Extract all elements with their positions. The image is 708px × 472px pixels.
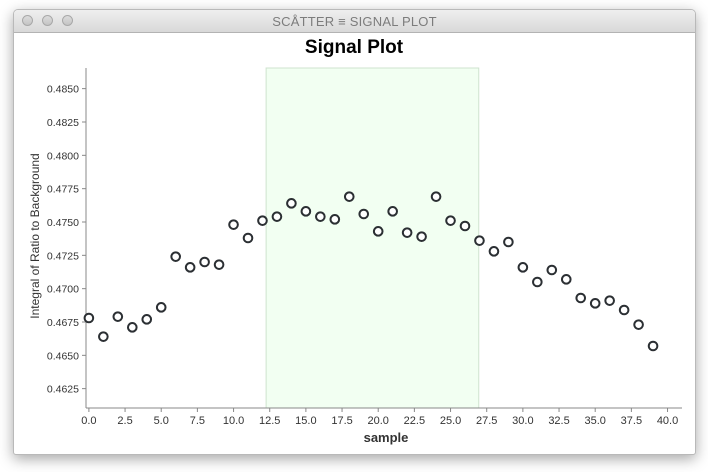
x-tick-label: 7.5 [190,415,205,427]
y-tick-label: 0.4825 [47,117,79,129]
data-point [575,292,587,304]
x-tick-label: 30.0 [512,415,533,427]
data-point [112,311,124,322]
data-point [358,208,370,220]
data-point [315,211,326,222]
y-tick-label: 0.4775 [47,184,79,196]
y-tick-label: 0.4725 [47,250,79,262]
x-axis-ticks: 0.0 2.5 5.0 7.5 10.0 12.5 15.0 17.5 20.0 22.5 25.0… [81,408,678,427]
data-point [329,214,341,225]
highlight-region [265,67,480,409]
data-point [503,236,514,248]
data-point [300,206,312,217]
x-tick-label: 5.0 [154,415,169,427]
data-point [184,262,196,273]
data-point [271,211,283,222]
y-tick-label: 0.4700 [47,284,79,296]
y-tick-label: 0.4850 [47,84,79,96]
data-point [155,302,167,313]
minimize-window-button[interactable] [42,15,53,26]
data-point [387,206,398,217]
data-point [459,220,471,232]
app-window: SCÅTTER ≡ SIGNAL PLOT Signal Plot 0.0 2.5… [13,9,696,455]
data-point [170,251,181,262]
data-point [401,227,413,238]
data-point [589,298,601,309]
data-point [372,226,384,237]
data-point [83,312,95,324]
data-point [242,232,254,244]
data-point [517,262,529,273]
y-axis-label: Integral of Ratio to Background [28,153,42,318]
data-point [430,191,442,202]
data-points [83,191,659,352]
x-tick-label: 35.0 [584,415,605,427]
window-titlebar[interactable]: SCÅTTER ≡ SIGNAL PLOT [14,10,695,33]
y-tick-label: 0.4650 [47,350,79,362]
x-tick-label: 15.0 [295,415,316,427]
data-point [228,219,239,230]
x-tick-label: 22.5 [404,415,425,427]
y-tick-label: 0.4625 [47,384,79,396]
data-point [546,264,558,276]
data-point [98,331,109,342]
x-tick-label: 12.5 [259,415,280,427]
data-point [633,319,644,330]
data-point [532,276,543,288]
x-tick-label: 20.0 [368,415,389,427]
x-tick-label: 2.5 [117,415,132,427]
data-point [199,256,210,268]
x-tick-label: 37.5 [621,415,642,427]
data-point [416,231,427,242]
y-axis-ticks: 0.4625 0.4650 0.4675 0.4700 0.4725 0.4750 0.47… [47,84,86,396]
data-point [141,314,153,325]
data-point [257,215,268,226]
window-title: SCÅTTER ≡ SIGNAL PLOT [272,14,437,29]
zoom-window-button[interactable] [62,15,73,26]
data-point [647,340,659,352]
x-tick-label: 40.0 [657,415,678,427]
y-tick-label: 0.4750 [47,217,79,229]
y-tick-label: 0.4675 [47,317,79,329]
data-point [604,295,615,306]
data-point [560,274,572,285]
chart-title: Signal Plot [305,37,404,58]
data-point [488,246,500,257]
data-point [126,322,138,333]
data-point [474,235,485,246]
data-point [618,304,630,316]
data-point [445,215,456,226]
data-point [286,198,297,209]
x-tick-label: 25.0 [440,415,461,427]
close-window-button[interactable] [22,15,33,26]
x-tick-label: 0.0 [81,415,96,427]
data-point [343,191,355,202]
x-tick-label: 17.5 [331,415,352,427]
x-tick-label: 32.5 [548,415,569,427]
x-tick-label: 27.5 [476,415,497,427]
x-tick-label: 10.0 [223,415,244,427]
y-tick-label: 0.4800 [47,150,79,162]
scatter-chart: Signal Plot 0.0 2.5 5.0 7.5 10.0 12.5 15.0 17.5… [28,37,682,445]
x-axis-label: sample [364,430,409,445]
data-point [213,259,225,270]
